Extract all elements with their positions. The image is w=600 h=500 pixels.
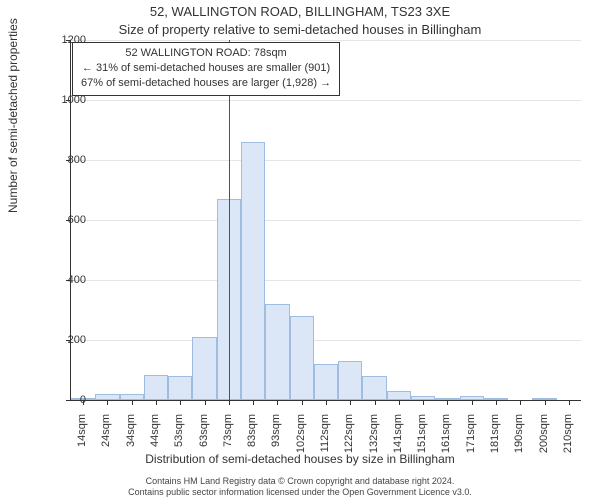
histogram-bar: [192, 337, 216, 400]
gridline: [71, 40, 581, 41]
x-tick-mark: [205, 400, 206, 405]
x-tick-mark: [545, 400, 546, 405]
gridline: [71, 100, 581, 101]
x-tick-label: 63sqm: [198, 414, 210, 474]
x-tick-label: 14sqm: [76, 414, 88, 474]
x-tick-label: 112sqm: [319, 414, 331, 474]
gridline: [71, 340, 581, 341]
x-tick-label: 53sqm: [173, 414, 185, 474]
histogram-bar: [168, 376, 192, 400]
x-tick-mark: [447, 400, 448, 405]
x-tick-mark: [253, 400, 254, 405]
y-axis-label: Number of semi-detached properties: [6, 18, 20, 213]
histogram-bar: [362, 376, 386, 400]
footer-line2: Contains public sector information licen…: [0, 487, 600, 498]
x-tick-label: 122sqm: [343, 414, 355, 474]
x-tick-label: 171sqm: [465, 414, 477, 474]
x-tick-mark: [132, 400, 133, 405]
x-tick-mark: [423, 400, 424, 405]
x-tick-mark: [350, 400, 351, 405]
chart-title-line2: Size of property relative to semi-detach…: [0, 22, 600, 37]
x-tick-mark: [107, 400, 108, 405]
x-tick-mark: [399, 400, 400, 405]
gridline: [71, 220, 581, 221]
histogram-bar: [241, 142, 265, 400]
histogram-bar: [314, 364, 338, 400]
y-tick-label: 200: [36, 334, 86, 346]
x-tick-label: 93sqm: [270, 414, 282, 474]
x-tick-label: 141sqm: [392, 414, 404, 474]
gridline: [71, 160, 581, 161]
x-tick-label: 24sqm: [100, 414, 112, 474]
x-tick-label: 161sqm: [440, 414, 452, 474]
annotation-box: 52 WALLINGTON ROAD: 78sqm ← 31% of semi-…: [72, 42, 340, 96]
histogram-bar: [338, 361, 362, 400]
x-tick-label: 200sqm: [538, 414, 550, 474]
annotation-line1: 52 WALLINGTON ROAD: 78sqm: [81, 46, 331, 61]
x-tick-label: 181sqm: [489, 414, 501, 474]
x-tick-label: 44sqm: [149, 414, 161, 474]
x-tick-mark: [156, 400, 157, 405]
x-tick-label: 210sqm: [562, 414, 574, 474]
y-tick-label: 600: [36, 214, 86, 226]
x-tick-label: 73sqm: [222, 414, 234, 474]
x-tick-mark: [569, 400, 570, 405]
y-tick-label: 0: [36, 394, 86, 406]
x-tick-mark: [229, 400, 230, 405]
x-tick-mark: [326, 400, 327, 405]
footer-line1: Contains HM Land Registry data © Crown c…: [0, 476, 600, 487]
x-tick-label: 151sqm: [416, 414, 428, 474]
x-tick-mark: [180, 400, 181, 405]
histogram-bar: [144, 375, 168, 400]
histogram-bar: [387, 391, 411, 400]
footer-attribution: Contains HM Land Registry data © Crown c…: [0, 476, 600, 498]
x-tick-label: 83sqm: [246, 414, 258, 474]
x-tick-mark: [472, 400, 473, 405]
x-tick-label: 190sqm: [513, 414, 525, 474]
chart-title-line1: 52, WALLINGTON ROAD, BILLINGHAM, TS23 3X…: [0, 4, 600, 19]
histogram-bar: [265, 304, 289, 400]
x-tick-mark: [496, 400, 497, 405]
x-tick-mark: [520, 400, 521, 405]
chart-container: 52, WALLINGTON ROAD, BILLINGHAM, TS23 3X…: [0, 0, 600, 500]
x-tick-label: 132sqm: [368, 414, 380, 474]
gridline: [71, 280, 581, 281]
x-tick-mark: [277, 400, 278, 405]
histogram-bar: [290, 316, 314, 400]
annotation-line2: ← 31% of semi-detached houses are smalle…: [81, 61, 331, 76]
x-tick-label: 102sqm: [295, 414, 307, 474]
x-tick-mark: [302, 400, 303, 405]
y-tick-label: 1000: [36, 94, 86, 106]
x-tick-label: 34sqm: [125, 414, 137, 474]
y-tick-label: 400: [36, 274, 86, 286]
x-tick-mark: [375, 400, 376, 405]
annotation-line3: 67% of semi-detached houses are larger (…: [81, 76, 331, 91]
y-tick-label: 800: [36, 154, 86, 166]
